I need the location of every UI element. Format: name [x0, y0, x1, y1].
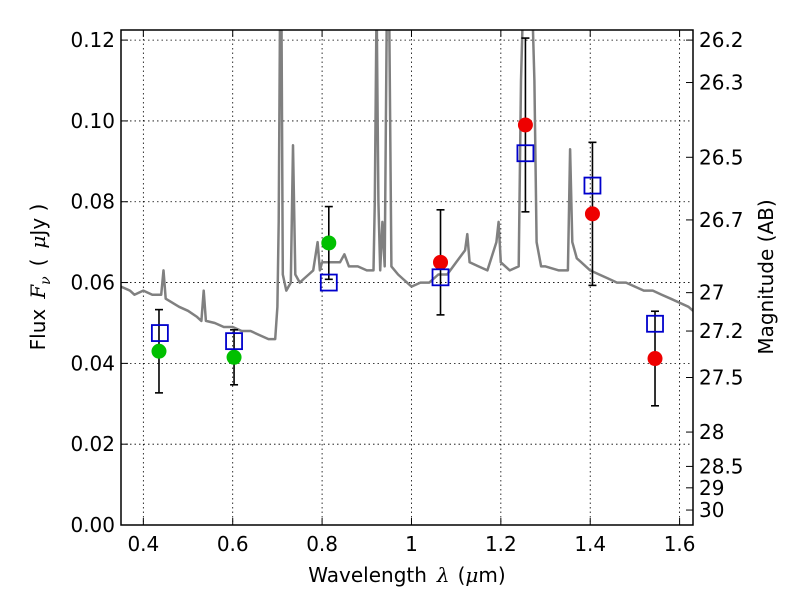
y-tick-label: 0.04: [70, 351, 115, 375]
y-tick-label: 0.02: [70, 432, 115, 456]
observed-red-point: [433, 254, 449, 270]
model-synthetic-point: [431, 268, 450, 287]
spectrum-line: [121, 30, 693, 341]
model-synthetic-point: [150, 324, 169, 342]
grid: [121, 30, 693, 526]
y2-tick-label: 28.5: [699, 454, 744, 478]
model-synthetic-point: [583, 176, 602, 195]
model-synthetic-point: [225, 332, 243, 351]
x-axis-label: Wavelength λ (μm): [308, 563, 505, 587]
x-tick-label: 1.2: [485, 532, 517, 556]
y2-tick-label: 26.3: [699, 71, 744, 95]
x-tick-label: 0.8: [306, 532, 338, 556]
model-synthetic-point: [516, 144, 535, 163]
plot-area: [121, 30, 693, 407]
x-tick-label: 0.4: [127, 532, 159, 556]
y2-tick-label: 26.7: [699, 208, 744, 232]
y2-tick-label: 27.5: [699, 366, 744, 390]
y2-axis-label: Magnitude (AB): [754, 199, 778, 354]
y2-tick-label: 27.2: [699, 319, 744, 343]
y2-tick-label: 26.2: [699, 28, 744, 52]
x-tick-label: 1.4: [574, 532, 606, 556]
axis-ticks: 0.4 0.6 0.8 1 1.2 1.4 1.6 0.00 0.02 0.04 0.06 0.08 0…: [70, 28, 743, 556]
observed-green-point: [226, 349, 242, 365]
y2-tick-label: 28: [699, 420, 724, 444]
x-tick-label: 1: [405, 532, 418, 556]
y2-tick-label: 26.5: [699, 145, 744, 169]
y2-tick-label: 27: [699, 281, 724, 305]
y-tick-label: 0.10: [70, 109, 115, 133]
observed-red-point: [584, 206, 600, 222]
observed-green-point: [151, 343, 167, 359]
y-tick-label: 0.06: [70, 271, 115, 295]
observed-red-point: [517, 117, 533, 133]
x-tick-label: 0.6: [217, 532, 249, 556]
y-tick-label: 0.08: [70, 190, 115, 214]
y2-tick-label: 30: [699, 498, 724, 522]
y2-tick-label: 29: [699, 476, 724, 500]
y-tick-label: 0.00: [70, 513, 115, 537]
model-synthetic-point: [646, 314, 664, 333]
plot-frame: [120, 29, 694, 526]
observed-red-point: [647, 351, 663, 367]
y-axis-label: FluxFν(μJy ): [26, 204, 54, 351]
observed-green-point: [321, 235, 337, 251]
model-synthetic-point: [319, 273, 338, 292]
y-tick-label: 0.12: [70, 28, 115, 52]
x-tick-label: 1.6: [664, 532, 696, 556]
